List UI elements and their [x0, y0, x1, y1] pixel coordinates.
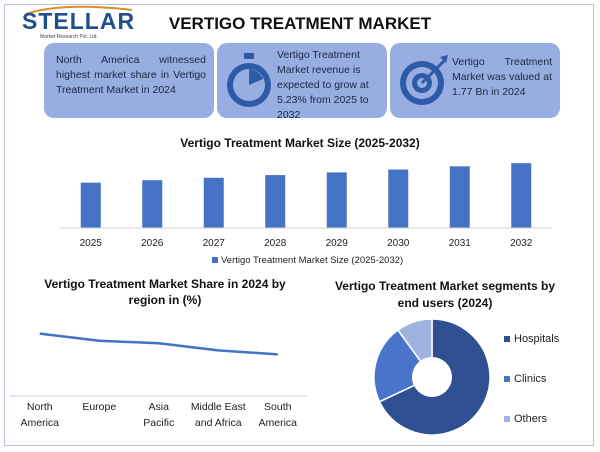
bar-x-tick: 2031	[449, 238, 472, 249]
line-x-tick: North America	[20, 401, 59, 429]
bar-2031	[449, 166, 470, 228]
info-card-value: Vertigo Treatment Market was valued at 1…	[390, 43, 560, 118]
info-card-growth: Vertigo Treatment Market revenue is expe…	[217, 43, 387, 121]
line-x-tick: Middle East and Africa	[191, 401, 246, 429]
bar-x-tick: 2025	[80, 238, 103, 249]
info-card-growth-text: Vertigo Treatment Market revenue is expe…	[277, 49, 369, 121]
bar-x-tick: 2029	[326, 238, 349, 249]
pie-chart-title: Vertigo Treatment Market segments by end…	[334, 279, 556, 310]
bar-x-tick: 2032	[510, 238, 533, 249]
bar-2027	[203, 177, 224, 228]
bar-2032	[511, 163, 532, 228]
bar-legend-swatch	[212, 257, 218, 263]
pie-legend-label: Clinics	[514, 373, 547, 385]
infographic-frame	[4, 4, 594, 446]
logo-swoosh-icon	[25, 5, 133, 15]
line-x-tick: Asia Pacific	[143, 401, 174, 429]
logo-text: STELLAR	[22, 8, 136, 34]
bar-2025	[80, 182, 101, 228]
page-title: Vertigo Treatment Market	[168, 14, 432, 33]
bar-chart: 2025 2026 2027 2028 2029 2030 2031 2032 Vertigo …	[60, 163, 552, 266]
bar-x-tick: 2028	[264, 238, 287, 249]
pie-chart: Hospitals Clinics Others	[373, 318, 560, 436]
bar-2029	[326, 172, 347, 228]
bar-x-tick: 2030	[387, 238, 410, 249]
info-card-region-text: North America witnessed highest market s…	[56, 54, 206, 96]
pie-legend-swatch	[504, 416, 510, 422]
bar-legend-label: Vertigo Treatment Market Size (2025-2032…	[221, 255, 403, 266]
line-series	[39, 332, 278, 356]
line-chart-title: Vertigo Treatment Market Share in 2024 b…	[44, 277, 286, 307]
pie-donut-hole	[412, 357, 452, 397]
target-icon	[400, 55, 448, 105]
bar-2026	[142, 180, 163, 228]
pie-legend-swatch	[504, 376, 510, 382]
line-x-tick: South America	[258, 401, 297, 429]
pie-legend-swatch	[504, 336, 510, 342]
bar-2030	[388, 169, 409, 228]
bar-2028	[265, 175, 286, 228]
line-x-tick: Europe	[82, 401, 116, 413]
bar-x-tick: 2027	[203, 238, 226, 249]
info-card-region: North America witnessed highest market s…	[44, 43, 214, 118]
bar-chart-title: Vertigo Treatment Market Size (2025-2032…	[180, 136, 420, 150]
pie-legend-label: Others	[514, 413, 548, 425]
bar-x-tick: 2026	[141, 238, 164, 249]
info-card-value-text: Vertigo Treatment Market was valued at 1…	[452, 56, 552, 98]
pie-legend-label: Hospitals	[514, 333, 560, 345]
stopwatch-icon	[227, 53, 271, 107]
logo-subtitle: Market Research Pvt. Ltd.	[40, 34, 98, 40]
line-chart: North America Europe Asia Pacific Middle East…	[10, 332, 308, 429]
